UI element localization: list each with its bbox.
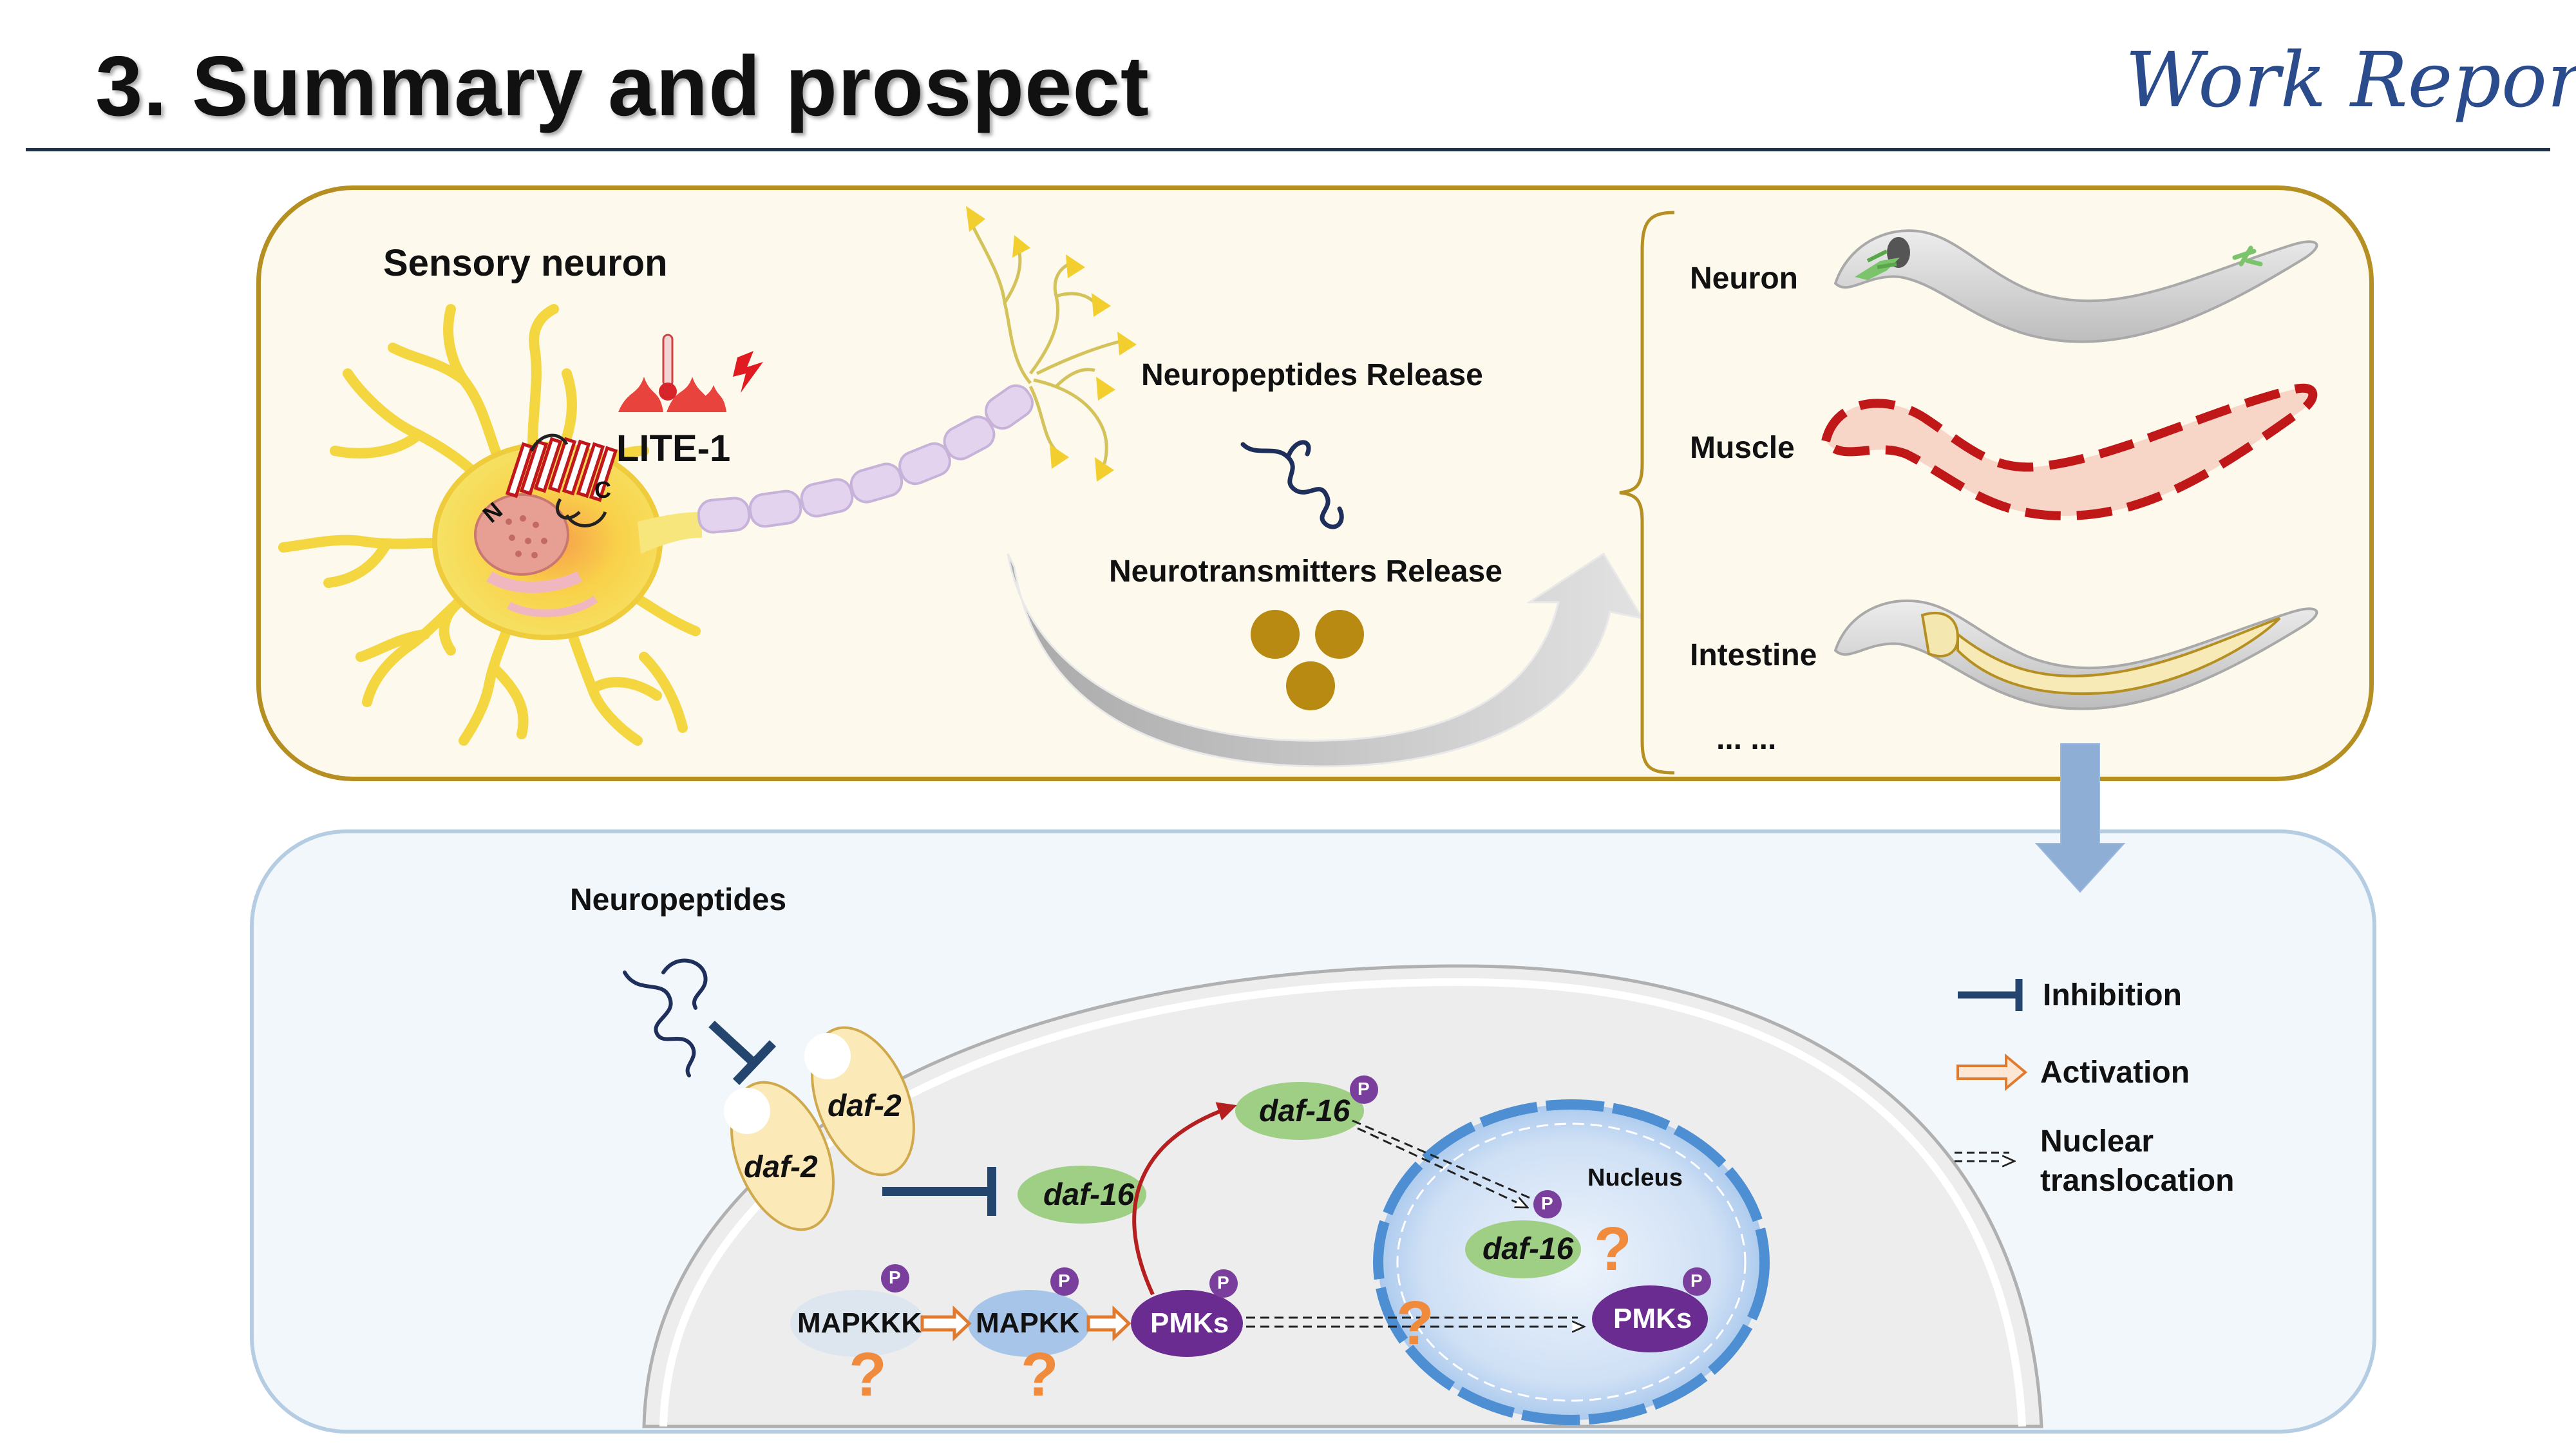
phospho-label-mapkk: P	[1058, 1271, 1070, 1291]
nucleus-label: Nucleus	[1587, 1164, 1683, 1191]
axon-terminals	[971, 224, 1121, 464]
neurotransmitters-release-label: Neurotransmitters Release	[1109, 554, 1502, 589]
daf2-label-left: daf-2	[744, 1150, 818, 1184]
nucleolus-dots	[506, 515, 547, 558]
legend-activation-icon	[1956, 1053, 2028, 1092]
neuropeptides-label: Neuropeptides	[570, 883, 787, 917]
translocation-pmks	[1246, 1316, 1584, 1327]
neuron-axon	[697, 384, 1034, 534]
tissue-ellipsis: ... ...	[1716, 722, 1777, 756]
slide-title: 3. Summary and prospect	[95, 39, 1150, 133]
phospho-label-pmks: P	[1217, 1273, 1229, 1293]
legend-translocation-label-2: translocation	[2040, 1164, 2235, 1198]
title-divider	[26, 148, 2550, 151]
neuropeptides-release-label: Neuropeptides Release	[1141, 358, 1483, 392]
daf16-nucleus-label: daf-16	[1482, 1232, 1574, 1266]
activation-arrows	[920, 1305, 1132, 1341]
daf16-upper-label: daf-16	[1259, 1094, 1350, 1128]
unknown-mark-pmks-translocation: ?	[1396, 1289, 1434, 1358]
pmks-nucleus-shape	[1592, 1285, 1708, 1352]
legend-inhibition-icon	[1958, 979, 2023, 1011]
unknown-mark-daf16-nucleus: ?	[1594, 1215, 1632, 1283]
release-arrow	[1007, 552, 1645, 768]
unknown-mark-mapkkk: ?	[849, 1340, 887, 1409]
daf16-upper-shape	[1235, 1082, 1364, 1140]
synaptic-boutons	[966, 206, 1137, 482]
neurotransmitter-vesicles	[1251, 610, 1364, 710]
phospho-label-daf16-upper: P	[1358, 1079, 1370, 1099]
legend-translocation-label-1: Nuclear	[2040, 1124, 2154, 1159]
daf16-cytoplasm-label: daf-16	[1043, 1178, 1135, 1212]
mapkk-shape	[968, 1290, 1090, 1357]
legend-translocation-icon	[1955, 1151, 2014, 1161]
phospho-circles	[881, 1075, 1711, 1298]
tissue-label-intestine: Intestine	[1690, 638, 1817, 672]
neuropeptide-squiggle-top	[1240, 440, 1344, 529]
down-arrow	[2034, 743, 2126, 893]
sensory-neuron-heading: Sensory neuron	[383, 242, 668, 284]
worm-muscle	[1821, 383, 2318, 520]
phospho-label-daf16-nucleus: P	[1541, 1193, 1553, 1213]
pmks-cytoplasm-label: PMKs	[1150, 1307, 1229, 1339]
receptor-c-label: C	[594, 477, 611, 503]
mapkkk-label: MAPKKK	[797, 1307, 922, 1339]
daf16-nucleus-shape	[1465, 1220, 1581, 1278]
neuron-nucleus	[474, 493, 569, 576]
unknown-mark-mapkk: ?	[1021, 1340, 1059, 1409]
lite1-label: LITE-1	[616, 428, 731, 469]
tissue-label-muscle: Muscle	[1690, 431, 1795, 465]
mapkkk-shape	[790, 1290, 925, 1357]
work-report-logo: Work Report	[2125, 35, 2576, 124]
inhibition-neuropeptide-daf2	[708, 1020, 757, 1066]
heat-light-icon	[618, 334, 763, 412]
neuropeptide-squiggle-bottom	[623, 958, 708, 1077]
phospho-label-mapkkk: P	[889, 1267, 901, 1287]
legend-inhibition-label: Inhibition	[2043, 978, 2182, 1012]
mapkk-label: MAPKK	[976, 1307, 1080, 1339]
pmks-nucleus-label: PMKs	[1613, 1303, 1692, 1334]
pmk-activates-daf16-arrow	[1132, 1102, 1237, 1296]
worm-neuron	[1833, 229, 2318, 343]
tissue-brace	[1619, 211, 1675, 775]
lite1-receptor	[505, 437, 618, 502]
daf2-label-right: daf-2	[828, 1089, 902, 1123]
daf2-receptor	[724, 1026, 915, 1231]
worm-intestine	[1833, 599, 2318, 710]
phospho-label-pmks-nucleus: P	[1690, 1271, 1703, 1291]
daf16-cytoplasm-shape	[1018, 1166, 1146, 1224]
tissue-label-neuron: Neuron	[1690, 261, 1798, 296]
pmks-cyto-shape	[1131, 1290, 1243, 1357]
legend-activation-label: Activation	[2040, 1056, 2190, 1090]
translocation-daf16	[1352, 1119, 1533, 1208]
